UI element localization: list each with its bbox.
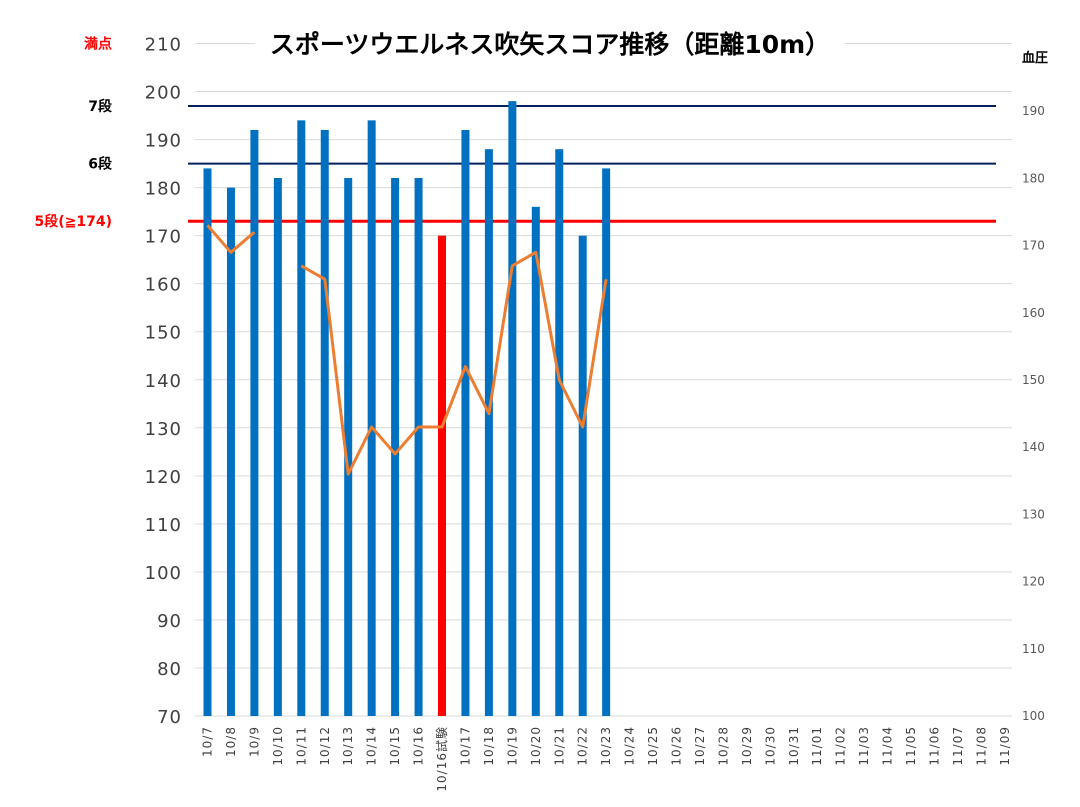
reference-label: 5段(≧174) [35, 213, 113, 230]
chart-title: スポーツウエルネス吹矢スコア推移（距離10m） [270, 30, 830, 59]
left-tick-label: 120 [145, 467, 182, 488]
x-tick-label: 10/22 [576, 726, 590, 766]
score-bar [297, 120, 306, 717]
x-tick-label: 10/27 [693, 726, 707, 766]
x-tick-label: 10/24 [623, 726, 637, 766]
left-tick-label: 150 [145, 323, 182, 344]
x-tick-label: 10/31 [787, 726, 801, 766]
x-tick-label: 11/03 [857, 726, 871, 766]
left-tick-label: 130 [145, 419, 182, 440]
x-tick-label: 10/26 [670, 726, 684, 766]
x-tick-label: 10/9 [247, 726, 261, 757]
score-bar [391, 178, 400, 716]
score-bar [602, 168, 611, 717]
reference-label: 6段 [88, 156, 112, 173]
score-bar [578, 235, 587, 716]
right-tick-label: 100 [1022, 709, 1045, 723]
x-tick-label: 10/17 [458, 726, 472, 766]
left-tick-label: 70 [157, 707, 182, 728]
reference-labels: 満点 7段 6段 5段(≧174) [35, 36, 113, 231]
left-tick-label: 90 [157, 611, 182, 632]
x-tick-label: 11/08 [974, 726, 988, 766]
x-tick-label: 10/11 [294, 726, 308, 766]
score-bar [320, 129, 329, 716]
right-tick-label: 190 [1022, 104, 1045, 118]
right-tick-label: 180 [1022, 171, 1045, 185]
left-tick-label: 140 [145, 371, 182, 392]
left-tick-label: 190 [145, 131, 182, 152]
right-tick-label: 110 [1022, 642, 1045, 656]
score-bar [273, 178, 282, 716]
x-tick-label: 10/18 [482, 726, 496, 766]
x-tick-label: 10/12 [318, 726, 332, 766]
left-tick-label: 200 [145, 83, 182, 104]
blood-pressure-segment [300, 250, 608, 476]
score-bar [203, 168, 212, 717]
x-tick-label: 11/05 [904, 726, 918, 766]
score-bar [414, 178, 423, 716]
blood-pressure-segment [206, 224, 256, 254]
score-bar [250, 129, 259, 716]
score-bar [367, 120, 376, 717]
score-bar [344, 178, 353, 716]
right-axis-title: 血圧 [1022, 50, 1048, 66]
x-tick-label: 10/21 [552, 726, 566, 766]
x-tick-label: 10/15 [388, 726, 402, 766]
x-tick-label: 10/29 [740, 726, 754, 766]
x-tick-label: 11/07 [951, 726, 965, 766]
score-bar [484, 149, 493, 716]
right-tick-label: 130 [1022, 507, 1045, 521]
x-tick-label: 10/16試験 [434, 726, 449, 792]
x-tick-label: 10/10 [271, 726, 285, 766]
x-tick-label: 10/30 [763, 726, 777, 766]
x-axis-ticks: 10/7 10/8 10/9 10/10 10/11 10/12 10/13 10/14 10/… [201, 726, 1012, 792]
right-tick-label: 140 [1022, 440, 1045, 454]
x-tick-label: 10/23 [599, 726, 613, 766]
x-tick-label: 10/25 [646, 726, 660, 766]
left-tick-label: 210 [145, 35, 182, 56]
score-bar [508, 101, 517, 716]
left-axis-ticks: 210 200 190 180 170 160 150 140 130 120 110 100 90 80… [145, 35, 182, 729]
left-tick-label: 180 [145, 179, 182, 200]
x-tick-label: 10/7 [201, 726, 215, 757]
score-bar [461, 129, 470, 716]
reference-label: 7段 [88, 98, 112, 115]
x-tick-label: 11/09 [998, 726, 1012, 766]
x-tick-label: 10/19 [505, 726, 519, 766]
left-tick-label: 80 [157, 659, 182, 680]
score-bar [555, 149, 564, 716]
score-bar [438, 235, 446, 716]
x-tick-label: 10/13 [341, 726, 355, 766]
right-tick-label: 150 [1022, 373, 1045, 387]
x-tick-label: 11/04 [881, 726, 895, 766]
x-tick-label: 11/06 [927, 726, 941, 766]
right-axis-ticks: 190 180 170 160 150 140 130 120 110 100 [1022, 104, 1045, 723]
x-tick-label: 10/14 [365, 726, 379, 766]
reference-lines [188, 104, 996, 223]
right-tick-label: 160 [1022, 306, 1045, 320]
score-bars [203, 101, 611, 717]
x-tick-label: 10/28 [716, 726, 730, 766]
blood-pressure-line [206, 224, 608, 476]
left-tick-label: 170 [145, 227, 182, 248]
title-background [255, 22, 845, 66]
left-tick-label: 160 [145, 275, 182, 296]
reference-label: 満点 [84, 36, 112, 53]
left-tick-label: 100 [145, 563, 182, 584]
x-tick-label: 10/20 [529, 726, 543, 766]
x-tick-label: 10/8 [224, 726, 238, 757]
score-bar [531, 206, 540, 717]
right-tick-label: 170 [1022, 239, 1045, 253]
x-tick-label: 11/01 [810, 726, 824, 766]
score-bar [226, 187, 235, 716]
right-tick-label: 120 [1022, 575, 1045, 589]
x-tick-label: 11/02 [834, 726, 848, 766]
x-tick-label: 10/16 [412, 726, 426, 766]
left-tick-label: 110 [145, 515, 182, 536]
